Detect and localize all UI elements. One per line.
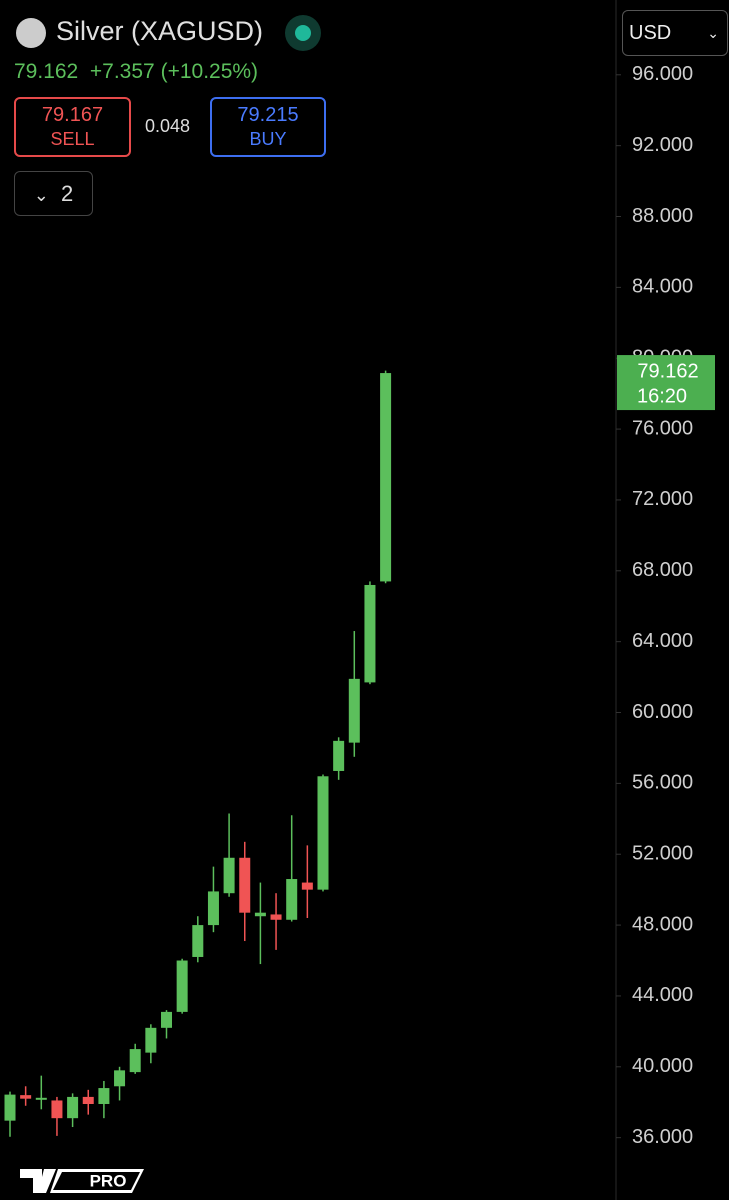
candle-body: [254, 912, 266, 917]
candle-body: [161, 1011, 172, 1028]
candle-body: [270, 914, 282, 920]
candle-body: [82, 1096, 94, 1104]
y-tick-label: 92.000: [632, 134, 693, 156]
change-pct: (+10.25%): [160, 60, 259, 83]
currency-select[interactable]: USD ⌄: [622, 10, 728, 56]
y-tick-label: 36.000: [632, 1126, 693, 1148]
candle-body: [364, 584, 376, 683]
candle-body: [35, 1097, 47, 1100]
candle-body: [145, 1027, 157, 1053]
candle-body: [301, 882, 313, 890]
sell-label: SELL: [50, 129, 95, 149]
y-tick-label: 48.000: [632, 913, 693, 935]
spread: 0.048: [145, 116, 191, 136]
candle-body: [176, 960, 188, 1012]
buy-button[interactable]: 79.215 BUY: [210, 97, 326, 157]
candle-body: [333, 740, 345, 771]
logo: PRO: [20, 1169, 144, 1193]
y-tick-label: 84.000: [632, 276, 693, 298]
indicator-count: 2: [61, 181, 74, 206]
price-tag: [617, 355, 715, 411]
y-tick-label: 64.000: [632, 630, 693, 652]
candle-body: [51, 1100, 63, 1119]
candle-body: [114, 1070, 126, 1087]
y-tick-label: 56.000: [632, 772, 693, 794]
y-tick-label: 76.000: [632, 417, 693, 439]
y-tick-label: 68.000: [632, 559, 693, 581]
y-tick-label: 96.000: [632, 63, 693, 85]
y-tick-label: 88.000: [632, 205, 693, 227]
y-tick-label: 60.000: [632, 701, 693, 723]
price-tag-time: 16:20: [637, 385, 687, 407]
candle-body: [348, 678, 360, 743]
candle-body: [192, 925, 204, 957]
candle-body: [223, 857, 235, 894]
sell-price: 79.167: [41, 104, 104, 126]
buy-price: 79.215: [237, 104, 299, 126]
symbol: Silver (XAGUSD): [56, 16, 264, 46]
candle-body: [98, 1088, 110, 1104]
brand: PRO: [90, 1171, 127, 1190]
candle-body: [4, 1094, 16, 1121]
candle-body: [239, 857, 251, 913]
change: +7.357: [89, 60, 155, 83]
price-tag-value: 79.162: [637, 360, 698, 382]
price: 79.162: [14, 60, 79, 83]
indicator-toggle[interactable]: ⌄ 2: [14, 171, 93, 216]
status: [285, 15, 321, 51]
candle-body: [20, 1095, 32, 1099]
candle-body: [207, 891, 219, 926]
quote: 79.162 +7.357 (+10.25%): [14, 60, 258, 84]
y-tick-label: 40.000: [632, 1055, 693, 1077]
y-tick-label: 44.000: [632, 984, 693, 1006]
y-tick-label: 72.000: [632, 488, 693, 510]
buy-label: BUY: [249, 129, 287, 149]
candle-body: [286, 879, 298, 920]
candle-body: [317, 776, 329, 890]
sell-button[interactable]: 79.167 SELL: [14, 97, 131, 157]
candle-body: [67, 1096, 79, 1119]
candle-body: [129, 1049, 141, 1073]
symbol-icon: [16, 18, 46, 48]
y-tick-label: 52.000: [632, 843, 693, 865]
currency: USD: [629, 22, 672, 44]
candle-body: [380, 373, 392, 582]
